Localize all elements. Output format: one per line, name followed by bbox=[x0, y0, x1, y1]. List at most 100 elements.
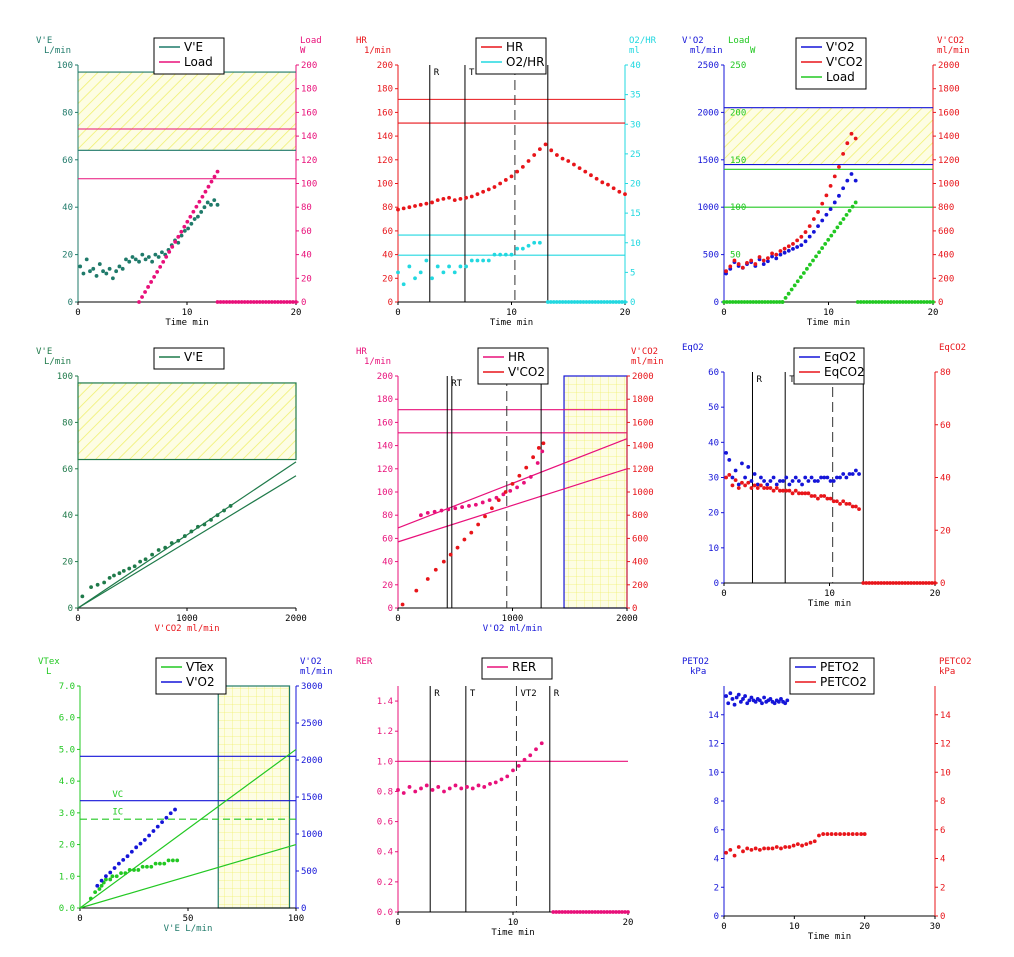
right-tick-label: 80 bbox=[301, 203, 312, 213]
data-point bbox=[189, 529, 194, 534]
right-tick-label: 2000 bbox=[632, 372, 654, 382]
target-zone bbox=[78, 72, 296, 151]
data-point bbox=[476, 522, 481, 527]
data-point bbox=[482, 785, 487, 789]
data-point bbox=[503, 178, 508, 182]
right-tick-label: 140 bbox=[301, 132, 317, 142]
right-tick-label: 0 bbox=[938, 298, 943, 308]
data-point bbox=[285, 300, 289, 304]
data-point bbox=[158, 861, 162, 866]
data-point bbox=[736, 482, 741, 487]
right-tick-label: 40 bbox=[301, 251, 312, 261]
data-point bbox=[605, 910, 609, 914]
left-axis-title: EqO2 bbox=[682, 343, 704, 353]
left-tick-label: 1.0 bbox=[377, 757, 393, 767]
data-point bbox=[467, 504, 471, 508]
left-tick-label: 7.0 bbox=[59, 682, 75, 692]
data-point bbox=[850, 204, 855, 209]
left-tick-label: 1.0 bbox=[59, 872, 75, 882]
data-point bbox=[266, 300, 271, 304]
data-point bbox=[749, 258, 754, 263]
left-tick-label: 140 bbox=[377, 442, 393, 452]
data-point bbox=[930, 581, 934, 585]
data-point bbox=[593, 910, 598, 914]
data-point bbox=[203, 189, 208, 194]
data-point bbox=[728, 691, 733, 696]
data-point bbox=[458, 197, 463, 201]
data-point bbox=[835, 225, 840, 230]
left-tick-label: 20 bbox=[62, 251, 73, 261]
data-point bbox=[155, 824, 160, 829]
data-point bbox=[146, 255, 151, 259]
x-tick-label: 100 bbox=[288, 914, 304, 924]
data-point bbox=[732, 702, 737, 707]
data-point bbox=[537, 147, 542, 152]
data-point bbox=[894, 581, 899, 585]
data-point bbox=[778, 488, 782, 493]
data-point bbox=[551, 910, 556, 914]
data-point bbox=[97, 262, 102, 266]
data-point bbox=[230, 300, 235, 304]
data-point bbox=[282, 300, 286, 304]
x-axis-title: Time min bbox=[808, 932, 851, 942]
data-point bbox=[142, 838, 147, 842]
data-point bbox=[590, 910, 595, 914]
data-point bbox=[754, 300, 759, 304]
left-tick-label: 80 bbox=[62, 108, 73, 118]
data-point bbox=[269, 300, 274, 304]
data-point bbox=[859, 832, 864, 836]
right-tick-label: 1200 bbox=[632, 465, 654, 475]
data-point bbox=[424, 783, 429, 788]
data-point bbox=[212, 174, 217, 179]
data-point bbox=[765, 486, 770, 490]
data-point bbox=[441, 270, 446, 275]
data-point bbox=[575, 300, 580, 304]
data-point bbox=[489, 506, 494, 511]
data-point bbox=[780, 300, 785, 304]
data-point bbox=[99, 878, 104, 883]
left2-tick-label: 50 bbox=[730, 251, 741, 261]
data-point bbox=[465, 785, 469, 789]
x-tick-label: 0 bbox=[77, 914, 82, 924]
right-tick-label: 15 bbox=[630, 209, 641, 219]
data-point bbox=[853, 468, 858, 473]
data-point bbox=[743, 475, 747, 480]
right-tick-label: 0 bbox=[301, 904, 306, 914]
data-point bbox=[844, 475, 849, 480]
data-point bbox=[401, 282, 406, 287]
data-point bbox=[876, 581, 881, 585]
data-point bbox=[841, 217, 846, 221]
data-point bbox=[439, 508, 444, 513]
right-tick-label: 0 bbox=[632, 604, 637, 614]
threshold-label: VT2 bbox=[520, 689, 536, 699]
left-tick-label: 0 bbox=[714, 912, 719, 922]
data-point bbox=[844, 213, 849, 217]
data-point bbox=[897, 300, 902, 304]
data-point bbox=[228, 504, 233, 508]
data-point bbox=[837, 193, 841, 198]
data-point bbox=[732, 258, 737, 263]
data-point bbox=[785, 698, 790, 703]
data-point bbox=[418, 270, 423, 275]
data-point bbox=[776, 699, 781, 704]
data-point bbox=[752, 483, 757, 488]
data-point bbox=[145, 864, 149, 869]
data-point bbox=[727, 300, 732, 304]
data-point bbox=[182, 229, 187, 233]
data-point bbox=[587, 910, 592, 914]
data-point bbox=[849, 172, 854, 176]
left-axis-title: HR bbox=[356, 347, 367, 357]
data-point bbox=[838, 475, 842, 480]
data-point bbox=[469, 258, 474, 263]
data-point bbox=[173, 239, 178, 244]
data-point bbox=[116, 861, 121, 866]
data-point bbox=[560, 300, 565, 304]
x-tick-label: 0 bbox=[75, 614, 80, 624]
data-point bbox=[623, 300, 627, 304]
data-point bbox=[822, 494, 827, 498]
data-point bbox=[537, 240, 542, 245]
data-point bbox=[915, 581, 919, 585]
data-point bbox=[102, 580, 107, 585]
data-point bbox=[245, 300, 250, 304]
chart-p3: 05001000150020002500V'O2ml/min5010015020… bbox=[682, 36, 970, 328]
